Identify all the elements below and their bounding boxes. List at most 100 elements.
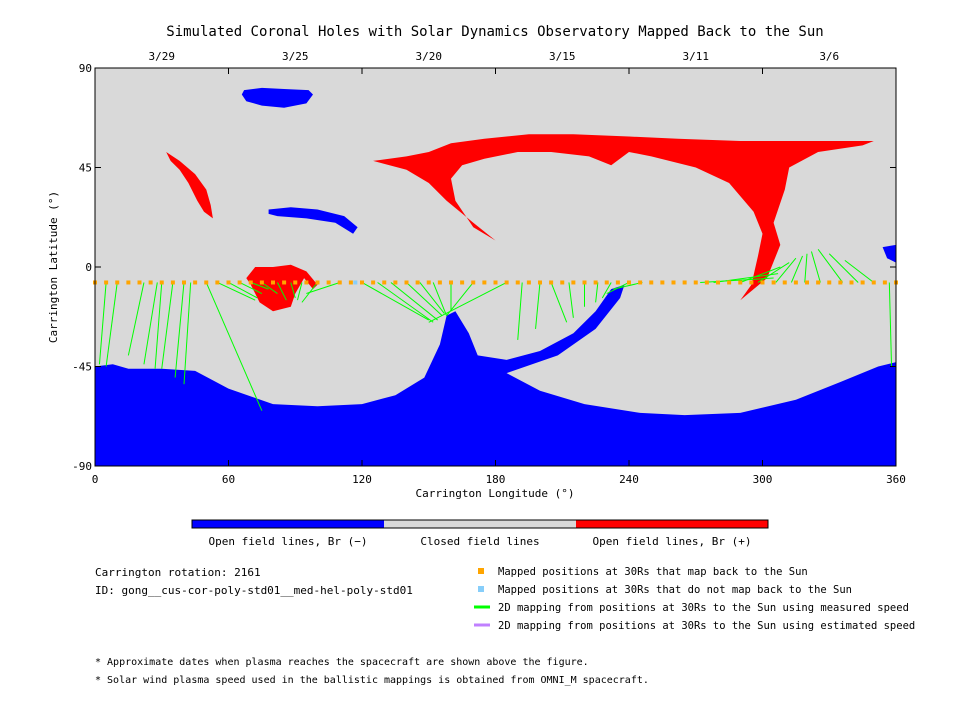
mapped-position-46 — [604, 280, 609, 285]
mapped-position-16 — [271, 280, 275, 285]
mapped-position-4 — [137, 280, 142, 285]
mapped-position-30 — [426, 280, 431, 285]
top-date-label-5: 3/6 — [819, 50, 839, 63]
mapped-position-11 — [215, 280, 220, 285]
mapping-line-16 — [296, 282, 303, 301]
mapping-line-9 — [217, 282, 256, 301]
mapping-lines — [98, 249, 893, 411]
x-tick-label-0: 0 — [92, 473, 99, 486]
mapping-line-20 — [377, 282, 434, 323]
mapped-position-5 — [148, 280, 153, 285]
mapped-position-35 — [482, 280, 487, 285]
mapped-position-61 — [771, 280, 776, 285]
y-tick-label--90: -90 — [72, 460, 92, 473]
mapping-line-27 — [428, 282, 507, 323]
coronal-hole-negative-1 — [241, 87, 313, 108]
mapping-line-1 — [105, 282, 118, 367]
mapped-position-22 — [337, 280, 342, 285]
coronal-hole-positive-4 — [373, 134, 874, 301]
mapping-line-12 — [250, 282, 269, 290]
mapped-position-53 — [682, 280, 687, 285]
mapping-line-5 — [161, 282, 174, 369]
mapped-position-33 — [460, 280, 465, 285]
y-tick-label-0: 0 — [85, 261, 92, 274]
mapped-position-64 — [805, 280, 809, 285]
legend-label-0: Mapped positions at 30Rs that map back t… — [498, 566, 808, 578]
colorbar-segment-0 — [192, 520, 384, 528]
x-tick-label-180: 180 — [486, 473, 506, 486]
legend-label-1: Mapped positions at 30Rs that do not map… — [498, 584, 852, 596]
colorbar-label-0: Open field lines, Br (−) — [209, 535, 368, 548]
coronal-hole-negative-3 — [882, 244, 896, 263]
y-tick-label-90: 90 — [79, 62, 92, 75]
mapped-position-50 — [649, 280, 654, 285]
mapped-position-42 — [560, 280, 565, 285]
mapped-position-18 — [293, 280, 298, 285]
mapped-position-1 — [104, 280, 109, 285]
mapping-line-44 — [810, 251, 821, 283]
mapped-position-19 — [304, 280, 309, 285]
mapped-position-51 — [660, 280, 665, 285]
mapped-position-14 — [248, 280, 253, 285]
mapping-line-41 — [775, 257, 797, 283]
mapping-line-36 — [613, 281, 643, 290]
mapping-line-13 — [261, 282, 278, 294]
unmapped-position-0 — [353, 280, 358, 285]
mapped-position-71 — [882, 280, 887, 285]
mapping-line-8 — [205, 282, 263, 411]
mapping-line-3 — [143, 282, 158, 365]
mapped-position-13 — [237, 280, 242, 285]
mapped-position-49 — [638, 280, 643, 285]
plot-area — [93, 67, 898, 467]
legend-symbol-1 — [478, 586, 484, 592]
x-axis-label: Carrington Longitude (°) — [416, 487, 575, 500]
mapped-position-28 — [404, 280, 409, 285]
mapping-line-14 — [277, 282, 287, 301]
mapping-line-40 — [757, 262, 790, 283]
mapping-line-47 — [844, 259, 875, 283]
mapping-line-7 — [183, 282, 192, 385]
mapped-position-54 — [693, 280, 698, 285]
y-axis: -90 -45 0 45 90 — [72, 62, 896, 473]
chart-title: Simulated Coronal Holes with Solar Dynam… — [166, 24, 823, 40]
mapped-position-34 — [471, 280, 476, 285]
mapping-line-33 — [595, 282, 599, 303]
mapped-position-48 — [627, 280, 631, 285]
mapping-line-30 — [550, 282, 568, 323]
mapped-position-27 — [393, 280, 398, 285]
mapped-position-63 — [793, 280, 798, 285]
mapped-position-67 — [838, 280, 843, 285]
colorbar-frame — [191, 519, 769, 529]
mapping-line-4 — [154, 282, 163, 369]
mapped-position-12 — [226, 280, 231, 285]
coronal-hole-negative-0 — [95, 284, 896, 466]
top-date-axis: 3/29 3/25 3/20 3/15 3/11 3/6 — [149, 50, 840, 63]
mapped-position-32 — [449, 280, 453, 285]
mapped-position-2 — [115, 280, 120, 285]
mapping-line-37 — [700, 277, 774, 283]
coronal-hole-regions — [95, 87, 896, 466]
x-tick-label-240: 240 — [619, 473, 639, 486]
mapping-line-38 — [713, 273, 779, 283]
mapping-line-23 — [419, 282, 445, 314]
mapped-position-44 — [582, 280, 587, 285]
mapping-line-0 — [98, 282, 107, 365]
x-tick-label-60: 60 — [222, 473, 235, 486]
colorbar-label-1: Closed field lines — [420, 535, 539, 548]
legend-label-3: 2D mapping from positions at 30Rs to the… — [498, 620, 915, 632]
note-omni: * Solar wind plasma speed used in the ba… — [95, 675, 649, 686]
legend: Mapped positions at 30Rs that map back t… — [474, 566, 915, 632]
mapping-line-18 — [306, 282, 340, 295]
mapping-line-29 — [535, 282, 541, 329]
mapped-position-59 — [749, 280, 754, 285]
mapping-line-31 — [568, 282, 574, 318]
mapped-position-69 — [860, 280, 865, 285]
mapped-position-25 — [371, 280, 376, 285]
mapping-line-24 — [432, 282, 448, 316]
mapped-position-38 — [515, 280, 520, 285]
x-tick-label-360: 360 — [886, 473, 906, 486]
mapped-position-66 — [827, 280, 832, 285]
mapped-position-15 — [259, 280, 264, 285]
mapped-position-58 — [738, 280, 743, 285]
mapped-position-43 — [571, 280, 576, 285]
